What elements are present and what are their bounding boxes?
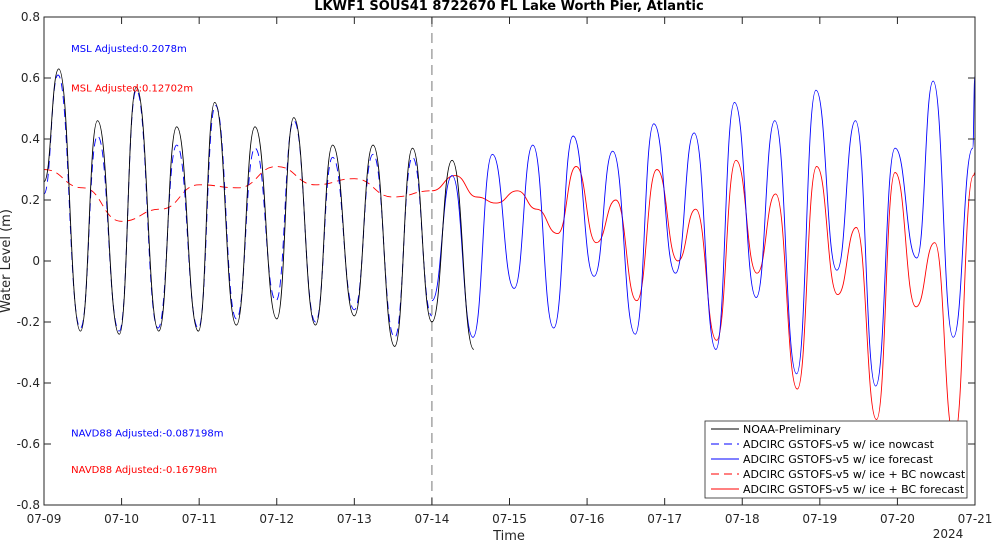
plot-layer bbox=[44, 17, 975, 505]
annotation-text-2: NAVD88 Adjusted:-0.087198m bbox=[71, 428, 223, 439]
legend-label-2: ADCIRC GSTOFS-v5 w/ ice forecast bbox=[743, 453, 934, 466]
x-tick-label: 07-13 bbox=[337, 512, 372, 526]
x-tick-label: 07-12 bbox=[259, 512, 294, 526]
y-tick-label: 0.2 bbox=[21, 193, 40, 207]
annotations: MSL Adjusted:0.2078m MSL Adjusted:0.12702… bbox=[71, 44, 223, 476]
legend-label-4: ADCIRC GSTOFS-v5 w/ ice + BC forecast bbox=[743, 483, 965, 496]
x-tick-label: 07-16 bbox=[570, 512, 605, 526]
y-axis: -0.8 -0.6 -0.4 -0.2 0 0.2 0.4 0.6 0.8 bbox=[17, 10, 975, 512]
annotation-text-1: MSL Adjusted:0.12702m bbox=[71, 84, 193, 95]
x-tick-label: 07-18 bbox=[725, 512, 760, 526]
legend-label-1: ADCIRC GSTOFS-v5 w/ ice nowcast bbox=[743, 438, 935, 451]
series-line-0 bbox=[44, 68, 475, 350]
series-line-2 bbox=[431, 74, 975, 387]
y-tick-label: -0.4 bbox=[17, 376, 40, 390]
y-tick-label: 0.6 bbox=[21, 71, 40, 85]
legend-label-3: ADCIRC GSTOFS-v5 w/ ice + BC nowcast bbox=[743, 468, 966, 481]
y-tick-label: 0 bbox=[32, 254, 40, 268]
x-tick-label: 07-21 bbox=[958, 512, 992, 526]
x-tick-label: 07-10 bbox=[104, 512, 139, 526]
legend-label-0: NOAA-Preliminary bbox=[743, 423, 841, 436]
annotation-text-3: NAVD88 Adjusted:-0.16798m bbox=[71, 465, 217, 476]
annotation-text-0: MSL Adjusted:0.2078m bbox=[71, 44, 187, 55]
y-axis-label: Water Level (m) bbox=[0, 209, 14, 313]
x-tick-label: 07-14 bbox=[414, 512, 449, 526]
x-tick-label: 07-15 bbox=[492, 512, 527, 526]
chart-title: LKWF1 SOUS41 8722670 FL Lake Worth Pier,… bbox=[314, 0, 703, 14]
y-tick-label: -0.8 bbox=[17, 498, 40, 512]
x-year-label: 2024 bbox=[933, 527, 964, 541]
y-tick-label: -0.6 bbox=[17, 437, 40, 451]
x-tick-label: 07-20 bbox=[880, 512, 915, 526]
legend-box bbox=[704, 420, 968, 499]
x-tick-label: 07-17 bbox=[647, 512, 682, 526]
y-tick-label: -0.2 bbox=[17, 315, 40, 329]
y-tick-label: 0.4 bbox=[21, 132, 40, 146]
y-tick-label: 0.8 bbox=[21, 10, 40, 24]
series-line-4 bbox=[431, 159, 975, 439]
x-tick-label: 07-19 bbox=[802, 512, 837, 526]
x-tick-label: 07-09 bbox=[27, 512, 62, 526]
legend: NOAA-Preliminary ADCIRC GSTOFS-v5 w/ ice … bbox=[704, 420, 968, 499]
x-axis-label: Time bbox=[492, 529, 525, 541]
x-tick-label: 07-11 bbox=[182, 512, 217, 526]
x-axis: 07-09 07-10 07-11 07-12 07-13 07-14 07-15 07-16… bbox=[27, 17, 992, 526]
